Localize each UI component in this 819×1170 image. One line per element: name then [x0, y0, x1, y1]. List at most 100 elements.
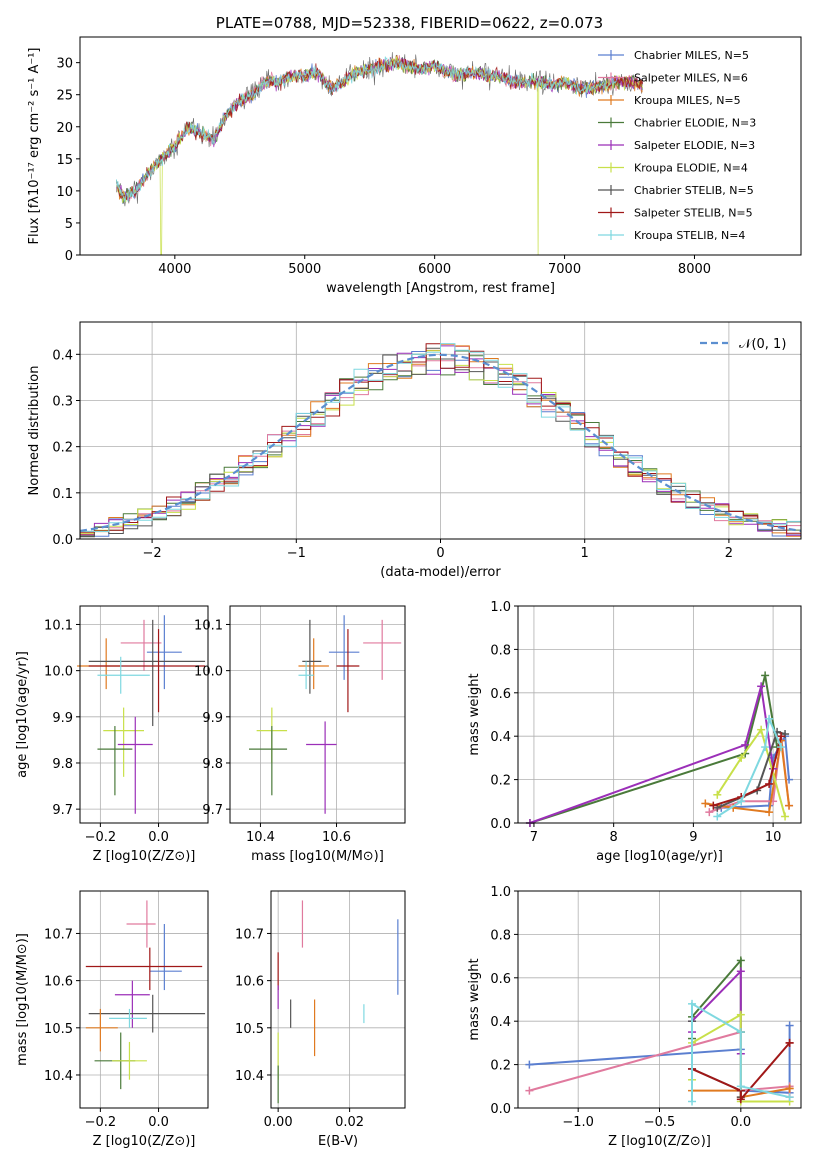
legend-label: Chabrier STELIB, N=5 — [634, 184, 754, 197]
weight-line-6 — [691, 1021, 742, 1098]
axes-frame — [79, 36, 802, 256]
weight-marker — [785, 1038, 794, 1047]
weight-marker — [765, 714, 774, 723]
y-tick-label: 0.1 — [52, 487, 73, 502]
weight-marker — [781, 812, 790, 821]
weight-marker — [785, 1093, 794, 1102]
y-tick-label: 0.2 — [490, 774, 511, 789]
plot-area — [277, 900, 399, 1104]
x-axis-label: mass [log10(M/M⊙)] — [251, 849, 384, 864]
x-tick-label: 10 — [765, 830, 782, 845]
plot-area — [525, 671, 794, 827]
legend-label: Salpeter MILES, N=6 — [634, 72, 748, 85]
errorbar-point-8 — [249, 726, 288, 796]
weight-marker — [785, 1084, 794, 1093]
y-tick-label: 10 — [56, 185, 73, 200]
x-axis-label: (data-model)/error — [380, 565, 501, 580]
x-axis-label: E(B-V) — [318, 1134, 358, 1149]
y-tick-label: 0.8 — [490, 928, 511, 943]
y-tick-label: 10.7 — [44, 927, 73, 942]
y-tick-label: 10.4 — [44, 1069, 73, 1084]
x-tick-label: −2 — [143, 546, 162, 561]
x-tick-label: −1.0 — [562, 1115, 594, 1130]
x-tick-label: 0.0 — [148, 1115, 169, 1130]
y-tick-label: 5 — [65, 217, 73, 232]
y-tick-label: 10.1 — [194, 618, 223, 633]
y-tick-label: 10.7 — [235, 927, 264, 942]
y-tick-label: 0.2 — [490, 1059, 511, 1074]
x-tick-label: −0.2 — [85, 830, 117, 845]
legend-label: Chabrier MILES, N=5 — [634, 49, 749, 62]
legend-label: Chabrier ELODIE, N=3 — [634, 117, 756, 130]
x-tick-label: 6000 — [418, 262, 451, 277]
errorbar-point-3 — [88, 619, 206, 727]
weight-marker — [736, 1028, 745, 1037]
y-axis-label: Flux [fλ10⁻¹⁷ erg cm⁻² s⁻¹ A⁻¹] — [27, 48, 42, 245]
panel-mass-vs-Z: −0.2 0.0 10.4 10.5 10.6 10.7 Z [log10(Z/Z⊙)] ma… — [15, 890, 209, 1149]
y-tick-label: 0.6 — [490, 687, 511, 702]
weight-marker — [688, 999, 697, 1008]
y-tick-label: 0.2 — [52, 441, 73, 456]
plot-area — [525, 956, 794, 1106]
chart-title: PLATE=0788, MJD=52338, FIBERID=0622, z=0… — [216, 14, 603, 32]
x-tick-label: −0.5 — [644, 1115, 676, 1130]
y-tick-label: 9.9 — [202, 711, 223, 726]
weight-marker — [736, 1010, 745, 1019]
y-tick-label: 9.7 — [52, 803, 73, 818]
weight-marker — [737, 797, 746, 806]
weight-marker — [757, 682, 766, 691]
legend-label: Kroupa MILES, N=5 — [634, 94, 741, 107]
errorbar-point-5 — [109, 1008, 147, 1028]
y-tick-label: 9.9 — [52, 711, 73, 726]
weight-marker — [785, 801, 794, 810]
panel-residuals: −2 −1 0 1 2 0.0 0.1 0.2 0.3 0.4 (data-model)/error… — [27, 321, 802, 580]
y-tick-label: 9.8 — [52, 757, 73, 772]
y-tick-label: 30 — [56, 57, 73, 72]
errorbar-point-8 — [112, 1041, 147, 1080]
plot-area — [85, 900, 206, 1090]
errorbar-point-6 — [85, 1008, 118, 1052]
y-tick-label: 20 — [56, 121, 73, 136]
x-axis-label: Z [log10(Z/Z⊙)] — [608, 1134, 711, 1149]
weight-line-5 — [716, 727, 787, 817]
weight-line-3 — [529, 675, 779, 824]
panel-spectrum: 4000 5000 6000 7000 8000 0 5 10 15 20 25 30 waveleng… — [27, 36, 802, 296]
gaussian-curve — [79, 353, 802, 532]
axes-frame — [229, 605, 406, 824]
x-tick-label: 2 — [725, 546, 733, 561]
axes-frame — [517, 605, 802, 824]
y-axis-label: mass [log10(M/M⊙)] — [15, 933, 30, 1066]
y-tick-label: 0.4 — [52, 348, 73, 363]
weight-marker — [713, 812, 722, 821]
weight-marker — [736, 1082, 745, 1091]
y-tick-label: 9.8 — [202, 757, 223, 772]
spectrum-legend: Chabrier MILES, N=5 Salpeter MILES, N=6 Kr… — [598, 49, 756, 242]
x-tick-label: −0.2 — [85, 1115, 117, 1130]
plot-area — [79, 343, 802, 538]
weight-marker — [736, 1095, 745, 1104]
x-tick-label: 0.02 — [335, 1115, 364, 1130]
legend-label: Kroupa ELODIE, N=4 — [634, 162, 748, 175]
y-tick-label: 15 — [56, 153, 73, 168]
y-tick-label: 10.6 — [44, 975, 73, 990]
y-axis-label: mass weight — [467, 673, 482, 755]
errorbar-point-5 — [97, 656, 150, 694]
errorbar-point-0 — [77, 638, 121, 690]
weight-marker — [525, 1060, 534, 1069]
y-tick-label: 10.1 — [44, 618, 73, 633]
errorbar-point-7 — [117, 716, 153, 814]
weight-line-7 — [713, 735, 783, 807]
errorbar-point-4 — [336, 629, 360, 713]
weight-marker — [765, 779, 774, 788]
y-tick-label: 0 — [65, 249, 73, 264]
spectrum-line-5 — [116, 56, 643, 255]
x-tick-label: 9 — [689, 830, 697, 845]
weight-marker — [709, 801, 718, 810]
y-tick-label: 0.4 — [490, 730, 511, 745]
axes-frame — [79, 890, 209, 1109]
errorbar-point-4 — [88, 629, 206, 713]
x-axis-label: wavelength [Angstrom, rest frame] — [326, 281, 555, 296]
y-tick-label: 10.5 — [44, 1022, 73, 1037]
weight-line-4 — [691, 968, 742, 1054]
weight-marker — [761, 671, 770, 680]
